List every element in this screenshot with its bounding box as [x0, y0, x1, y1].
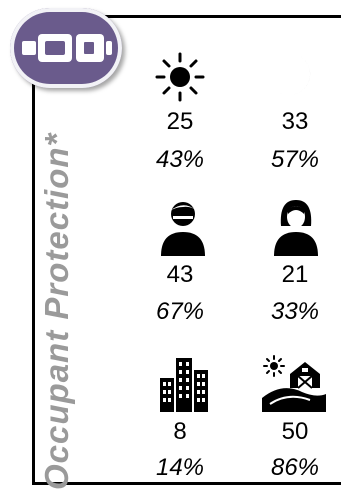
- urban-buildings-icon: [158, 356, 210, 417]
- moon-icon: [270, 52, 320, 107]
- badge: [10, 8, 122, 88]
- female-count: 21: [281, 261, 309, 288]
- urban-percent: 14%: [155, 454, 205, 481]
- male-person-icon: [158, 198, 208, 263]
- panel-title: Occupant Protection*: [38, 132, 75, 490]
- rural-percent: 86%: [270, 454, 320, 481]
- female-percent: 33%: [270, 298, 320, 325]
- sun-icon: [155, 52, 205, 107]
- panel-frame: [32, 15, 341, 485]
- male-count: 43: [166, 261, 194, 288]
- daytime-count: 25: [166, 108, 194, 135]
- nighttime-count: 33: [281, 108, 309, 135]
- male-percent: 67%: [155, 298, 205, 325]
- rural-barn-icon: [262, 354, 326, 417]
- nighttime-percent: 57%: [270, 146, 320, 173]
- rural-count: 50: [281, 418, 309, 445]
- female-person-icon: [271, 196, 321, 263]
- daytime-percent: 43%: [155, 146, 205, 173]
- urban-count: 8: [173, 418, 187, 445]
- seatbelt-buckle-icon: [22, 34, 112, 62]
